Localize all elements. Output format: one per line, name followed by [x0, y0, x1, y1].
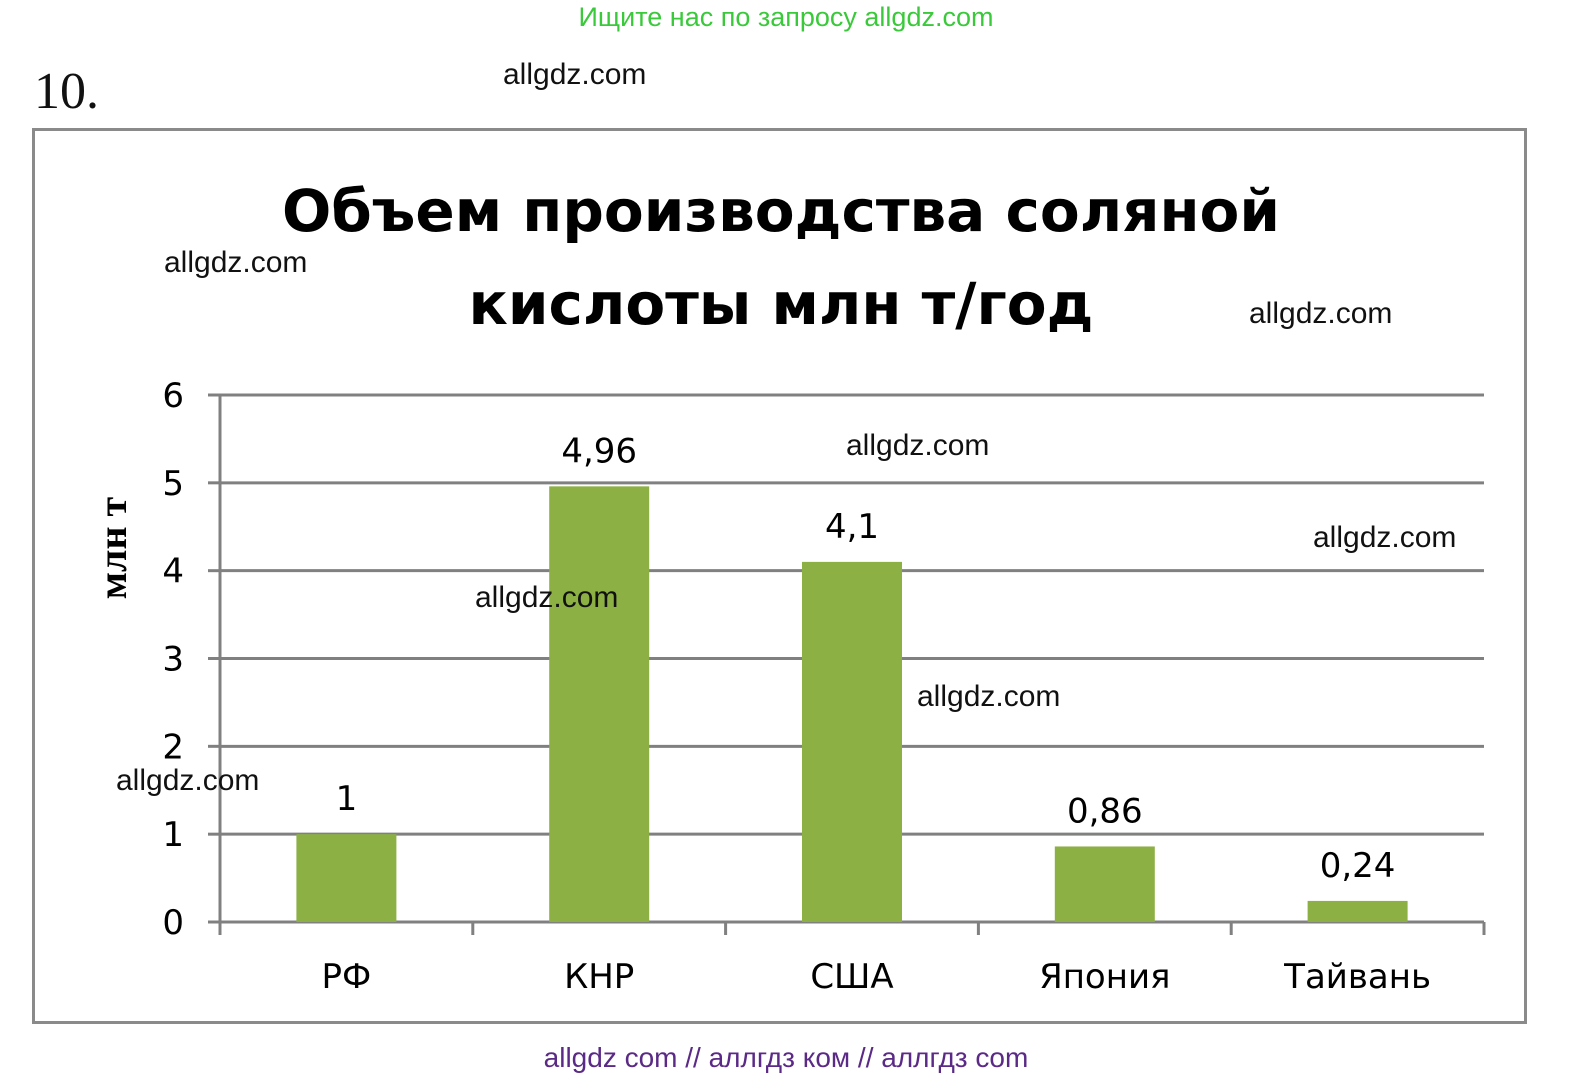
y-axis-label: млн т: [90, 496, 135, 599]
bar: [1307, 900, 1408, 922]
bar: [1054, 846, 1155, 922]
x-tick-label: США: [810, 957, 893, 997]
labels: 0 1 2 3 4 5 6 1 РФ 4,96 КНР 4,1 США 0,86 Япония 0,24 Тай…: [162, 376, 1431, 997]
y-tick-label: 4: [162, 552, 184, 592]
watermark-text: allgdz.com: [475, 581, 619, 614]
data-label: 1: [336, 779, 358, 819]
y-tick-label: 0: [162, 903, 184, 943]
x-tick-label: Япония: [1039, 957, 1170, 997]
bar: [802, 561, 902, 922]
data-label: 4,1: [825, 507, 879, 547]
data-label: 0,86: [1067, 791, 1143, 831]
footer-links[interactable]: allgdz com // аллгдз ком // аллгдз com: [543, 1042, 1029, 1073]
y-tick-label: 6: [162, 376, 184, 416]
chart-title-line1: Объем производства соляной: [282, 177, 1280, 245]
bar: [296, 834, 397, 922]
watermark-text: allgdz.com: [1249, 297, 1393, 330]
watermark-text: allgdz.com: [1313, 521, 1457, 554]
watermark-text: allgdz.com: [503, 58, 647, 91]
bar: [549, 486, 650, 922]
search-banner[interactable]: Ищите нас по запросу allgdz.com: [578, 2, 994, 32]
chart-title-line2: кислоты млн т/год: [469, 270, 1094, 338]
y-tick-label: 5: [162, 464, 184, 504]
y-tick-label: 1: [162, 815, 184, 855]
watermark-text: allgdz.com: [846, 429, 990, 462]
watermark-text: allgdz.com: [917, 680, 1061, 713]
y-tick-label: 3: [162, 640, 184, 680]
watermark-text: allgdz.com: [164, 246, 308, 279]
x-tick-label: КНР: [564, 957, 634, 997]
data-label: 0,24: [1320, 846, 1396, 886]
watermark-text: allgdz.com: [116, 764, 260, 797]
problem-number: 10.: [34, 63, 99, 120]
x-tick-label: РФ: [322, 957, 372, 997]
y-tick-label: 2: [162, 727, 184, 767]
chart-frame: [32, 128, 1527, 1024]
bars: [296, 486, 1408, 922]
data-label: 4,96: [561, 431, 637, 471]
x-tick-label: Тайвань: [1283, 957, 1431, 997]
